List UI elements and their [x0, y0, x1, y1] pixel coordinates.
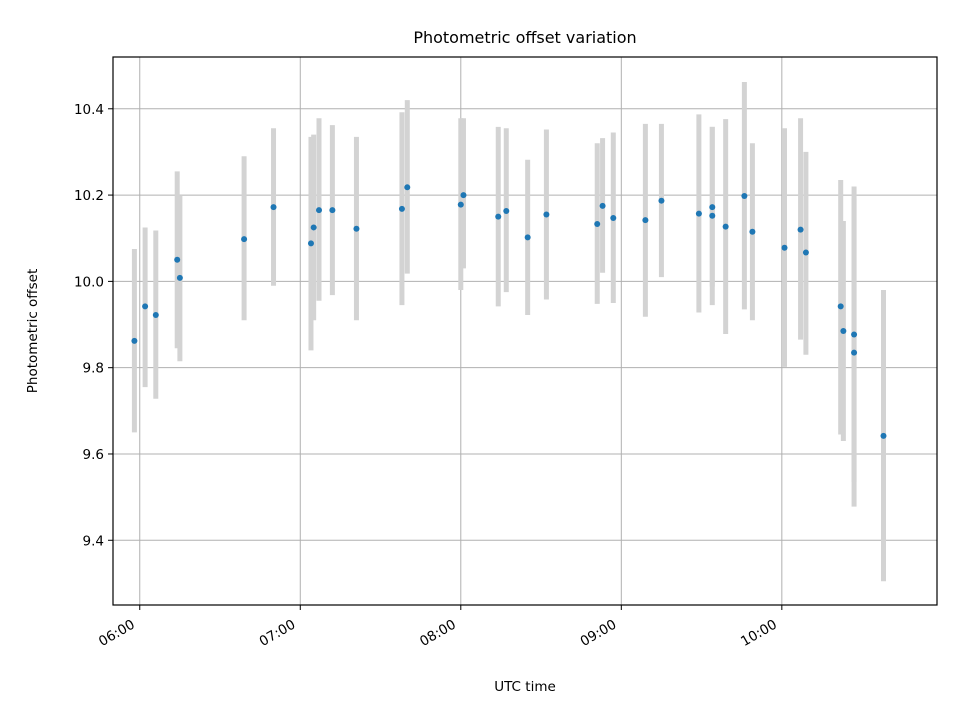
data-point — [658, 197, 665, 204]
data-point — [353, 225, 360, 232]
data-point — [840, 328, 847, 334]
data-point — [749, 228, 756, 235]
data-point — [880, 432, 887, 439]
data-point — [404, 184, 411, 191]
data-point — [307, 240, 314, 247]
data-point — [851, 349, 858, 356]
y-tick-label: 10.4 — [74, 102, 104, 118]
y-tick-label: 9.4 — [83, 533, 104, 549]
data-point — [503, 208, 510, 215]
data-point — [460, 192, 467, 199]
data-point — [329, 207, 336, 214]
data-point — [741, 192, 748, 199]
data-point — [851, 331, 858, 338]
data-point — [495, 213, 502, 220]
data-point — [174, 256, 181, 263]
data-point — [695, 210, 702, 217]
data-point — [142, 303, 149, 310]
y-tick-label: 9.6 — [83, 447, 104, 463]
data-point — [709, 204, 716, 211]
plot-frame — [112, 56, 938, 606]
y-tick-label: 9.8 — [83, 361, 104, 377]
data-point — [610, 214, 617, 221]
data-point — [457, 201, 464, 208]
data-point — [316, 207, 322, 214]
y-tick-label: 10.2 — [74, 188, 104, 204]
data-point — [709, 212, 716, 219]
data-points — [131, 184, 887, 439]
y-axis-label: Photometric offset — [25, 269, 41, 393]
data-point — [524, 234, 531, 241]
data-point — [152, 312, 159, 319]
y-axis-ticks: 9.4 9.6 9.8 10.0 10.2 10.4 — [74, 102, 113, 549]
data-point — [594, 220, 601, 227]
data-point — [176, 274, 183, 281]
data-point — [310, 224, 317, 231]
data-point — [599, 202, 606, 209]
data-point — [797, 226, 804, 233]
data-point — [781, 244, 788, 251]
data-point — [398, 205, 405, 212]
data-point — [802, 249, 809, 256]
data-point — [722, 223, 729, 230]
x-axis-label: UTC time — [494, 679, 556, 695]
data-point — [270, 204, 277, 211]
data-point — [241, 236, 248, 243]
data-point — [837, 303, 844, 310]
chart-title: Photometric offset variation — [413, 28, 636, 47]
data-point — [131, 337, 138, 344]
data-point — [642, 217, 649, 224]
y-tick-label: 10.0 — [74, 274, 104, 290]
data-point — [543, 211, 550, 218]
